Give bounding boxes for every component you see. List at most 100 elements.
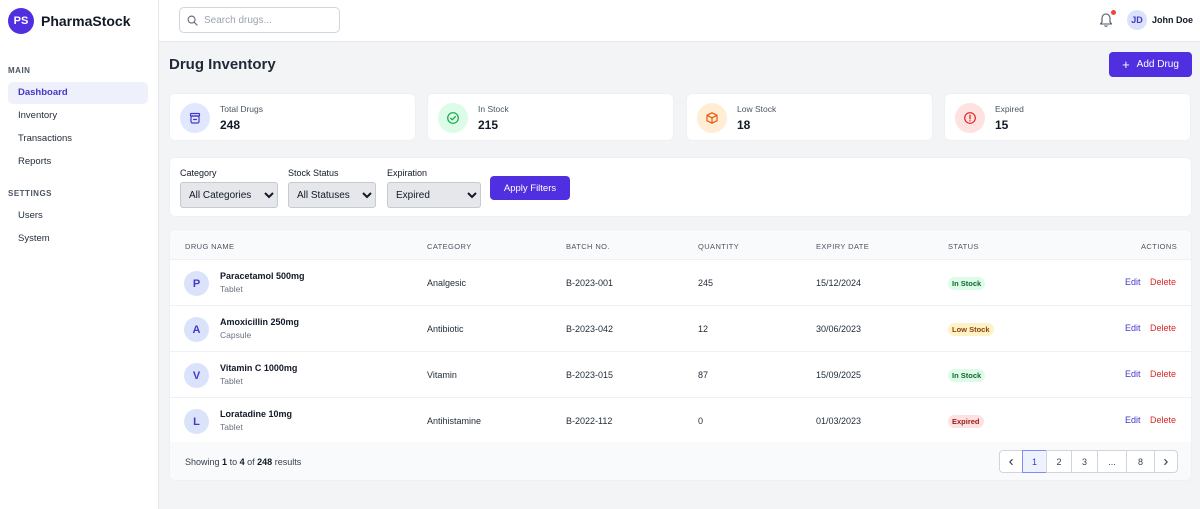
table-row: A Amoxicillin 250mg Capsule Antibiotic B… xyxy=(170,306,1191,352)
results-total: 248 xyxy=(257,457,273,467)
topbar: JD John Doe xyxy=(159,0,1200,42)
drug-category: Vitamin xyxy=(427,370,457,380)
table-header: DRUG NAME CATEGORY BATCH NO. QUANTITY EX… xyxy=(170,230,1191,260)
sidebar-item-system[interactable]: System xyxy=(18,233,50,244)
drug-category: Antihistamine xyxy=(427,416,482,426)
filter-expiration-label: Expiration xyxy=(387,168,428,178)
column-header: BATCH NO. xyxy=(566,242,610,251)
check-circle-icon xyxy=(438,103,468,133)
expiration-select[interactable]: Expired xyxy=(387,182,481,208)
drug-avatar: V xyxy=(184,363,209,388)
table-row: V Vitamin C 1000mg Tablet Vitamin B-2023… xyxy=(170,352,1191,398)
column-header: QUANTITY xyxy=(698,242,740,251)
search-box[interactable] xyxy=(179,7,340,33)
stat-label: Expired xyxy=(995,104,1024,114)
filters-panel: Category All Categories Stock Status All… xyxy=(169,157,1192,217)
alert-circle-icon xyxy=(955,103,985,133)
sidebar: PS PharmaStock MAIN Dashboard Inventory … xyxy=(0,0,159,509)
showing-prefix: Showing xyxy=(185,457,220,467)
chevron-left-icon xyxy=(1009,458,1013,465)
status-badge: Expired xyxy=(948,415,984,428)
sidebar-section-settings: SETTINGS xyxy=(8,189,53,198)
page-button[interactable]: 1 xyxy=(1022,450,1047,473)
bell-icon[interactable] xyxy=(1099,12,1113,28)
drug-form: Tablet xyxy=(220,422,243,432)
pill-bottle-icon xyxy=(180,103,210,133)
batch-number: B-2023-015 xyxy=(566,370,614,380)
quantity: 87 xyxy=(698,370,709,380)
batch-number: B-2023-001 xyxy=(566,278,614,288)
edit-button[interactable]: Edit xyxy=(1125,323,1141,333)
brand-logo: PS xyxy=(8,8,34,34)
drug-form: Tablet xyxy=(220,376,243,386)
sidebar-item-users[interactable]: Users xyxy=(18,210,43,221)
brand[interactable]: PS PharmaStock xyxy=(0,0,158,42)
expiry-date: 01/03/2023 xyxy=(816,416,862,426)
avatar[interactable]: JD xyxy=(1127,10,1147,30)
sidebar-item-inventory[interactable]: Inventory xyxy=(18,110,58,121)
quantity: 12 xyxy=(698,324,709,334)
stat-value: 15 xyxy=(995,118,1009,132)
box-icon xyxy=(697,103,727,133)
column-header: ACTIONS xyxy=(1141,242,1178,251)
search-icon xyxy=(187,15,198,26)
table-row: L Loratadine 10mg Tablet Antihistamine B… xyxy=(170,398,1191,444)
status-badge: In Stock xyxy=(948,369,986,382)
drug-name: Loratadine 10mg xyxy=(220,409,293,419)
brand-name: PharmaStock xyxy=(41,13,131,29)
drug-name: Paracetamol 500mg xyxy=(220,271,305,281)
add-drug-label: Add Drug xyxy=(1136,59,1179,70)
stat-value: 18 xyxy=(737,118,751,132)
page-ellipsis: ... xyxy=(1097,450,1127,473)
sidebar-item-transactions[interactable]: Transactions xyxy=(18,133,73,144)
table-footer: Showing 1 to 4 of 248 results 1 2 3 ... … xyxy=(170,442,1191,480)
column-header: CATEGORY xyxy=(427,242,472,251)
edit-button[interactable]: Edit xyxy=(1125,277,1141,287)
delete-button[interactable]: Delete xyxy=(1150,369,1177,379)
delete-button[interactable]: Delete xyxy=(1150,415,1177,425)
drug-avatar: A xyxy=(184,317,209,342)
stock-status-select[interactable]: All Statuses xyxy=(288,182,376,208)
batch-number: B-2022-112 xyxy=(566,416,613,426)
filter-category: Category All Categories xyxy=(180,168,278,208)
stat-label: In Stock xyxy=(478,104,509,114)
filter-expiration: Expiration Expired xyxy=(387,168,481,208)
filter-stock-status-label: Stock Status xyxy=(288,168,339,178)
stat-label: Total Drugs xyxy=(220,104,263,114)
category-select[interactable]: All Categories xyxy=(180,182,278,208)
stat-card-expired: Expired 15 xyxy=(944,93,1191,141)
quantity: 0 xyxy=(698,416,704,426)
next-page-button[interactable] xyxy=(1154,450,1178,473)
user-name[interactable]: John Doe xyxy=(1152,15,1194,25)
drug-name: Amoxicillin 250mg xyxy=(220,317,300,327)
edit-button[interactable]: Edit xyxy=(1125,369,1141,379)
drug-form: Tablet xyxy=(220,284,243,294)
prev-page-button[interactable] xyxy=(999,450,1023,473)
expiry-date: 30/06/2023 xyxy=(816,324,862,334)
drug-avatar: L xyxy=(184,409,209,434)
apply-filters-button[interactable]: Apply Filters xyxy=(490,176,570,200)
delete-button[interactable]: Delete xyxy=(1150,323,1177,333)
page-button[interactable]: 2 xyxy=(1046,450,1072,473)
batch-number: B-2023-042 xyxy=(566,324,614,334)
expiry-date: 15/12/2024 xyxy=(816,278,862,288)
page-title: Drug Inventory xyxy=(169,56,276,73)
sidebar-item-reports[interactable]: Reports xyxy=(18,156,52,167)
drug-category: Antibiotic xyxy=(427,324,464,334)
sidebar-item-dashboard[interactable]: Dashboard xyxy=(8,82,148,104)
page-button[interactable]: 8 xyxy=(1126,450,1155,473)
stat-card-low-stock: Low Stock 18 xyxy=(686,93,933,141)
stat-value: 215 xyxy=(478,118,499,132)
results-from: 1 xyxy=(222,457,228,467)
add-drug-button[interactable]: + Add Drug xyxy=(1109,52,1192,77)
edit-button[interactable]: Edit xyxy=(1125,415,1141,425)
expiry-date: 15/09/2025 xyxy=(816,370,862,380)
drug-avatar: P xyxy=(184,271,209,296)
search-input[interactable] xyxy=(204,14,324,26)
quantity: 245 xyxy=(698,278,714,288)
sidebar-section-main: MAIN xyxy=(8,66,31,75)
page-button[interactable]: 3 xyxy=(1071,450,1098,473)
table-row: P Paracetamol 500mg Tablet Analgesic B-2… xyxy=(170,260,1191,306)
column-header: EXPIRY DATE xyxy=(816,242,870,251)
delete-button[interactable]: Delete xyxy=(1150,277,1177,287)
